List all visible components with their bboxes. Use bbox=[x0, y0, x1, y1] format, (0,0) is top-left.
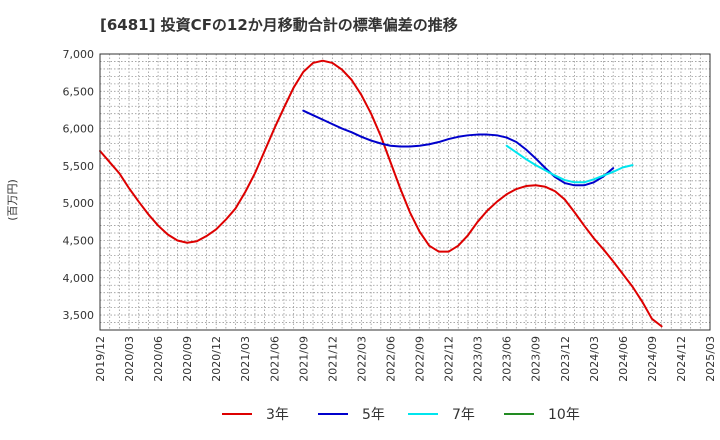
x-tick-label: 2023/06 bbox=[501, 336, 514, 382]
x-tick-label: 2022/06 bbox=[384, 336, 397, 382]
x-tick-label: 2019/12 bbox=[94, 336, 107, 382]
legend-label-2: 5年 bbox=[362, 407, 385, 423]
plot-border bbox=[99, 53, 711, 331]
x-tick-label: 2022/12 bbox=[443, 336, 456, 382]
y-tick-label: 3,500 bbox=[63, 309, 95, 322]
x-tick-label: 2024/09 bbox=[646, 336, 659, 382]
y-tick-label: 6,500 bbox=[63, 85, 95, 98]
series-line-3 bbox=[505, 144, 634, 184]
plot-background bbox=[100, 54, 710, 330]
chart-title: [6481] 投資CFの12か月移動合計の標準偏差の推移 bbox=[100, 16, 458, 34]
x-tick-label: 2021/06 bbox=[268, 336, 281, 382]
y-tick-label: 5,500 bbox=[63, 160, 95, 173]
x-tick-label: 2022/03 bbox=[355, 336, 368, 382]
x-tick-label: 2024/06 bbox=[617, 336, 630, 382]
x-tick-label: 2023/12 bbox=[559, 336, 572, 382]
y-tick-label: 4,500 bbox=[63, 234, 95, 247]
x-tick-label: 2021/12 bbox=[326, 336, 339, 382]
legend-label-4: 10年 bbox=[548, 407, 580, 423]
x-tick-label: 2021/03 bbox=[239, 336, 252, 382]
series-line-1 bbox=[99, 59, 663, 328]
x-tick-label: 2024/03 bbox=[588, 336, 601, 382]
x-tick-label: 2023/03 bbox=[472, 336, 485, 382]
legend-label-3: 7年 bbox=[452, 407, 475, 423]
y-tick-label: 6,000 bbox=[63, 123, 95, 136]
legend: 3年 5年 7年 10年 bbox=[222, 407, 580, 423]
x-tick-label: 2020/09 bbox=[181, 336, 194, 382]
x-tick-label: 2022/09 bbox=[414, 336, 427, 382]
x-tick-label: 2020/06 bbox=[152, 336, 165, 382]
x-tick-label: 2023/09 bbox=[530, 336, 543, 382]
x-tick-label: 2020/03 bbox=[123, 336, 136, 382]
plot-area: 3,500 4,000 4,500 5,000 5,500 6,000 6,500 7,000… bbox=[63, 48, 718, 382]
x-tick-label: 2020/12 bbox=[210, 336, 223, 382]
legend-label-1: 3年 bbox=[266, 407, 289, 423]
x-tick-label: 2025/03 bbox=[704, 336, 717, 382]
y-tick-label: 5,000 bbox=[63, 197, 95, 210]
x-tick-label: 2021/09 bbox=[297, 336, 310, 382]
y-axis-label: (百万円) bbox=[6, 179, 19, 221]
y-tick-label: 7,000 bbox=[63, 48, 95, 61]
series-line-2 bbox=[302, 109, 615, 187]
x-tick-label: 2024/12 bbox=[675, 336, 688, 382]
y-tick-label: 4,000 bbox=[63, 272, 95, 285]
